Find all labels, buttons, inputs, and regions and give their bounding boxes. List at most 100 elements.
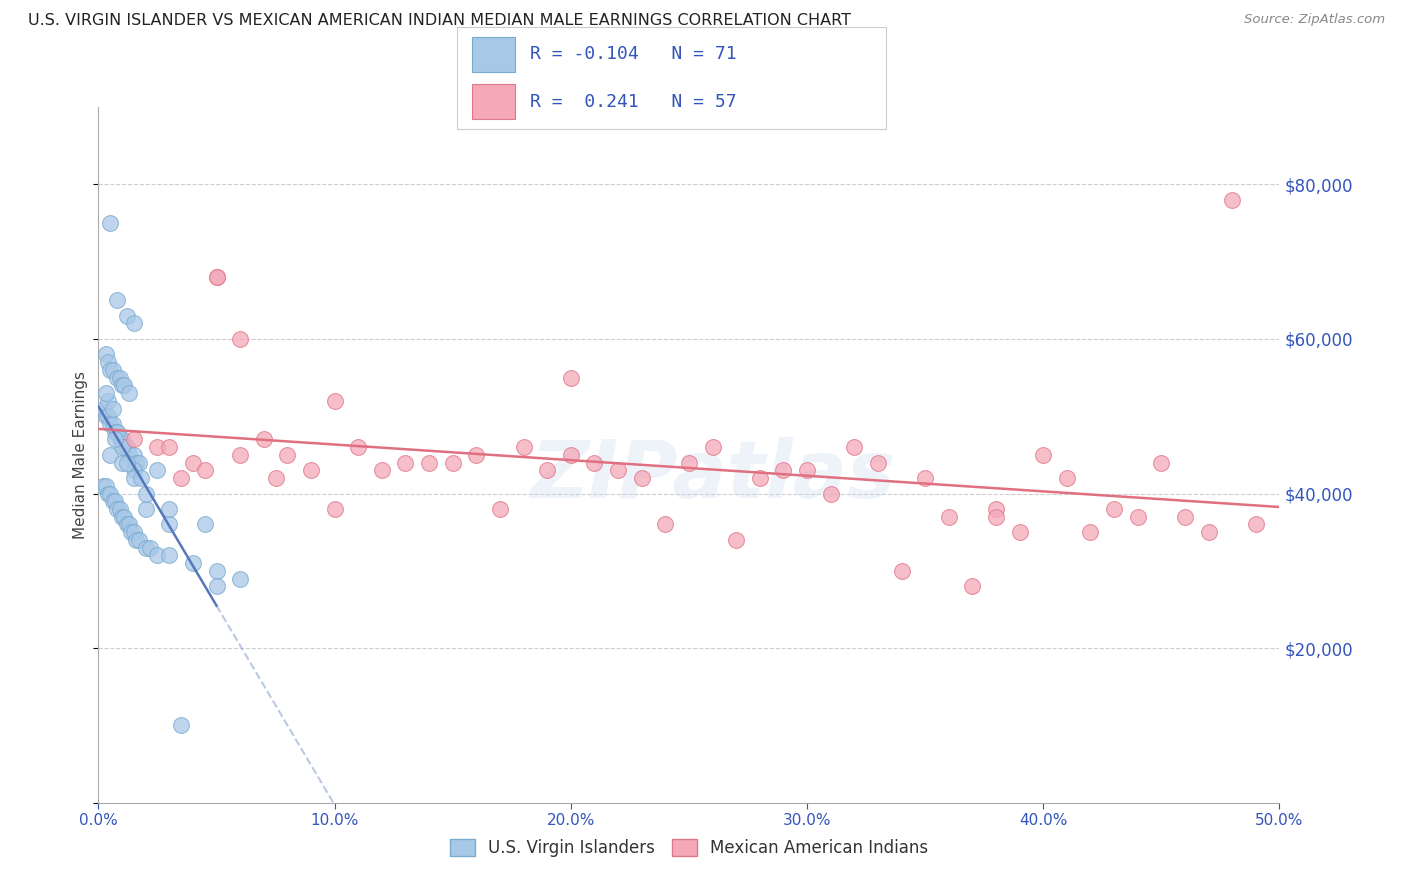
Point — [108, 433, 131, 447]
Point — [108, 370, 131, 384]
Point — [105, 293, 128, 308]
Point — [844, 440, 866, 454]
Point — [536, 463, 558, 477]
Point — [1174, 509, 1197, 524]
Point — [118, 517, 141, 532]
Point — [111, 433, 134, 447]
Text: Source: ZipAtlas.com: Source: ZipAtlas.com — [1244, 13, 1385, 27]
Point — [97, 393, 120, 408]
Point — [115, 440, 138, 454]
Point — [748, 471, 770, 485]
Point — [94, 479, 117, 493]
Point — [115, 456, 138, 470]
Point — [914, 471, 936, 485]
Point — [111, 378, 134, 392]
Point — [101, 417, 124, 431]
Point — [97, 409, 120, 424]
Point — [122, 448, 145, 462]
Point — [104, 433, 127, 447]
Point — [98, 448, 121, 462]
Point — [607, 463, 630, 477]
Point — [1032, 448, 1054, 462]
Point — [229, 572, 252, 586]
Point — [583, 456, 606, 470]
Point — [1080, 525, 1102, 540]
Point — [229, 332, 252, 346]
Point — [146, 463, 169, 477]
Point — [94, 409, 117, 424]
Point — [264, 471, 287, 485]
Text: ZIPatlas: ZIPatlas — [530, 437, 896, 515]
Point — [678, 456, 700, 470]
Point — [128, 456, 150, 470]
Point — [170, 471, 193, 485]
Point — [962, 579, 984, 593]
Point — [323, 502, 346, 516]
Point — [111, 456, 134, 470]
Point — [157, 502, 180, 516]
Point — [105, 425, 128, 439]
Point — [98, 363, 121, 377]
Point — [194, 463, 217, 477]
Point — [157, 549, 180, 563]
Point — [984, 509, 1007, 524]
Point — [101, 494, 124, 508]
Point — [1150, 456, 1173, 470]
Point — [371, 463, 394, 477]
Point — [465, 448, 488, 462]
Point — [135, 486, 157, 500]
Point — [229, 448, 252, 462]
Point — [111, 440, 134, 454]
Point — [125, 456, 148, 470]
Point — [512, 440, 534, 454]
Point — [104, 425, 127, 439]
Point — [146, 549, 169, 563]
Point — [135, 541, 157, 555]
Point — [101, 363, 124, 377]
Point — [122, 463, 145, 477]
Point — [347, 440, 370, 454]
Point — [890, 564, 912, 578]
Legend: U.S. Virgin Islanders, Mexican American Indians: U.S. Virgin Islanders, Mexican American … — [443, 832, 935, 864]
Point — [105, 502, 128, 516]
Point — [97, 355, 120, 369]
Point — [1126, 509, 1149, 524]
Point — [984, 502, 1007, 516]
Point — [122, 525, 145, 540]
Point — [276, 448, 298, 462]
Point — [938, 509, 960, 524]
Point — [820, 486, 842, 500]
Point — [866, 456, 889, 470]
Point — [441, 456, 464, 470]
Point — [94, 386, 117, 401]
Point — [91, 401, 114, 416]
Point — [105, 425, 128, 439]
Point — [122, 433, 145, 447]
Point — [1008, 525, 1031, 540]
Point — [1244, 517, 1267, 532]
Point — [170, 718, 193, 732]
Point — [128, 533, 150, 547]
Point — [112, 378, 135, 392]
Point — [129, 471, 152, 485]
Point — [97, 486, 120, 500]
Point — [101, 401, 124, 416]
Point — [122, 317, 145, 331]
Point — [157, 517, 180, 532]
Point — [115, 517, 138, 532]
Point — [98, 486, 121, 500]
Point — [118, 448, 141, 462]
Point — [122, 471, 145, 485]
Point — [1198, 525, 1220, 540]
Point — [654, 517, 676, 532]
Point — [1220, 193, 1243, 207]
Point — [112, 509, 135, 524]
Point — [112, 440, 135, 454]
Text: R = -0.104   N = 71: R = -0.104 N = 71 — [530, 45, 737, 63]
Point — [1102, 502, 1125, 516]
Point — [91, 479, 114, 493]
Point — [98, 216, 121, 230]
Point — [118, 386, 141, 401]
Point — [181, 556, 204, 570]
Point — [108, 502, 131, 516]
